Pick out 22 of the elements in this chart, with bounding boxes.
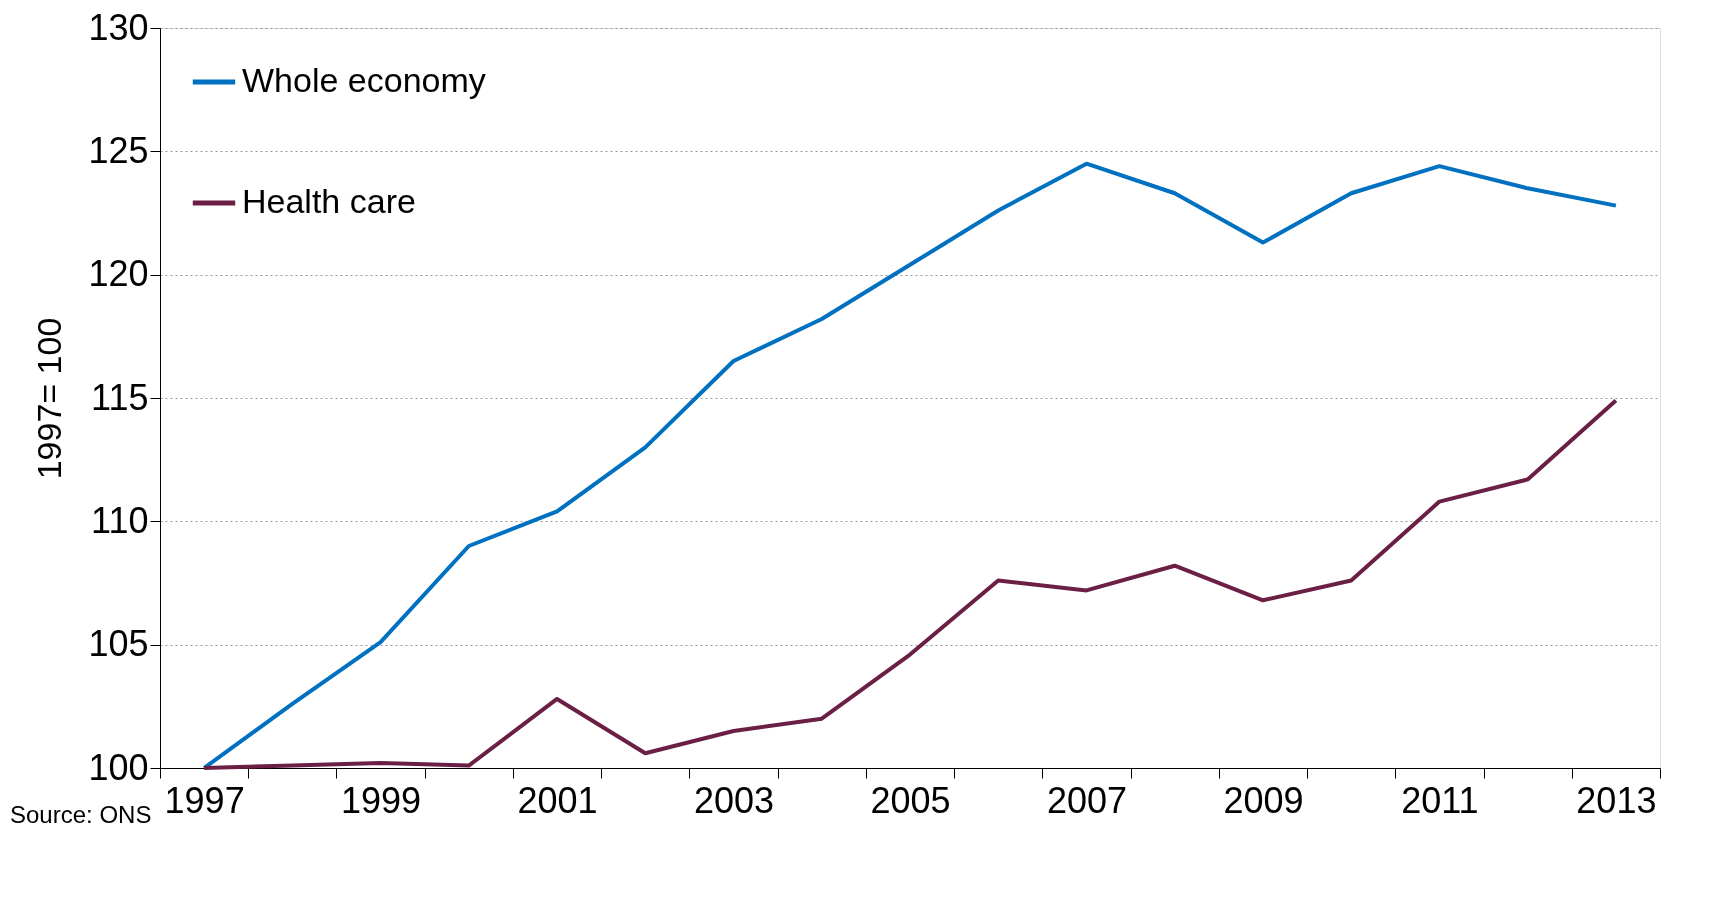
y-axis-title: 1997= 100 — [30, 317, 69, 480]
x-tick-label: 1999 — [341, 779, 422, 821]
y-tick-label: 110 — [91, 499, 149, 541]
x-tick-label: 2007 — [1046, 779, 1128, 821]
y-tick-label: 100 — [88, 746, 149, 788]
source-note: Source: ONS — [10, 801, 152, 828]
line-series — [202, 398, 1618, 770]
y-tick-label: 115 — [91, 376, 149, 418]
legend-label: Whole economy — [242, 61, 486, 99]
x-tick-label: 2003 — [693, 779, 775, 821]
x-tick-label: 2005 — [870, 779, 951, 821]
x-tick-label: 2011 — [1401, 779, 1479, 821]
line-series — [202, 161, 1618, 770]
y-tick-label: 130 — [88, 6, 149, 48]
y-tick-label: 105 — [88, 623, 149, 665]
legend-label: Health care — [242, 182, 416, 220]
x-tick-label: 1997 — [164, 779, 245, 821]
x-tick-label: 2013 — [1576, 779, 1657, 821]
x-tick-label: 2001 — [517, 779, 598, 821]
x-tick-label: 2009 — [1223, 779, 1304, 821]
y-tick-label: 125 — [88, 129, 149, 171]
y-tick-label: 120 — [88, 253, 149, 295]
